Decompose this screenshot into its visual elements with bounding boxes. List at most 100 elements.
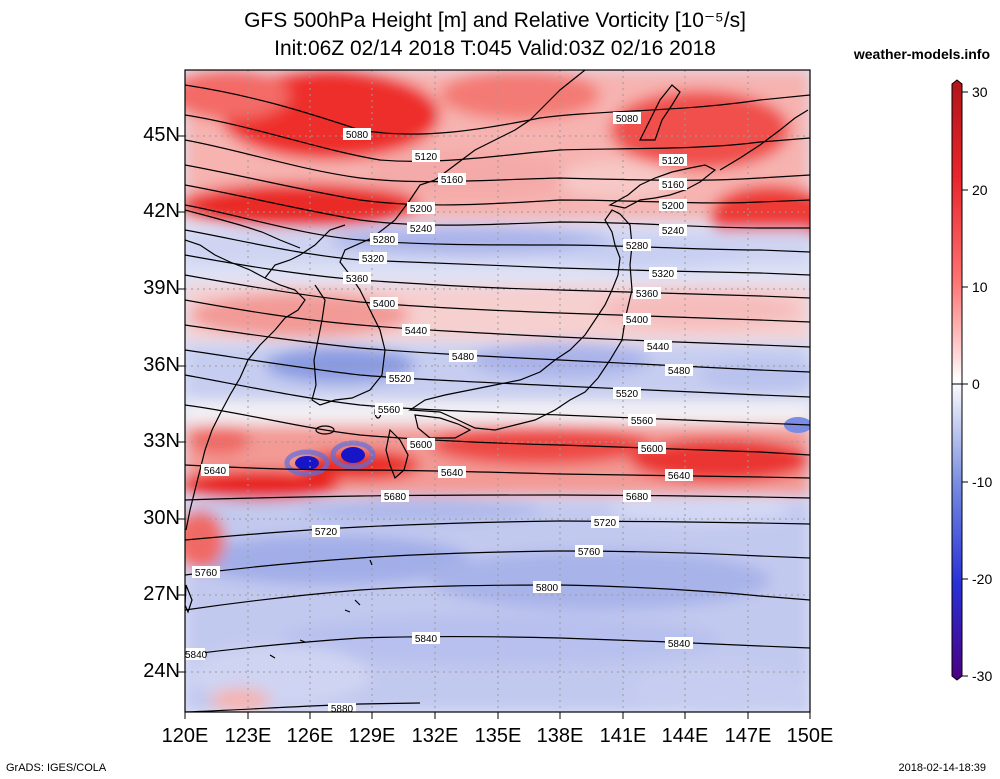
svg-text:5840: 5840 [185, 650, 208, 661]
svg-text:5440: 5440 [647, 342, 670, 353]
vorticity-field [185, 70, 810, 712]
contour-label: 5840 [185, 648, 208, 661]
lat-lon-grid [185, 70, 810, 712]
lon-label: 150E [786, 725, 834, 747]
colorbar-label: -10 [972, 474, 993, 490]
lat-label: 45N [143, 124, 180, 146]
contour-label: 5320 [649, 267, 677, 280]
lon-label: 126E [286, 725, 334, 747]
svg-text:5680: 5680 [626, 492, 649, 503]
contour-label: 5120 [659, 154, 687, 167]
svg-text:5280: 5280 [373, 235, 396, 246]
contour-label: 5760 [575, 545, 603, 558]
colorbar-label: -20 [972, 571, 993, 587]
svg-text:5120: 5120 [415, 152, 438, 163]
svg-text:5200: 5200 [410, 204, 433, 215]
contour-label: 5240 [407, 222, 435, 235]
svg-text:5080: 5080 [616, 114, 639, 125]
colorbar-label: 0 [972, 376, 980, 392]
svg-text:5680: 5680 [384, 492, 407, 503]
contour-label: 5160 [659, 178, 687, 191]
contour-label: 5600 [407, 438, 435, 451]
lat-label: 36N [143, 354, 180, 376]
grads-credit: GrADS: IGES/COLA [6, 762, 107, 774]
contour-label: 5720 [591, 516, 619, 529]
svg-text:5560: 5560 [378, 405, 401, 416]
svg-text:5520: 5520 [616, 389, 639, 400]
contour-label: 5640 [438, 466, 466, 479]
svg-text:5480: 5480 [452, 352, 475, 363]
svg-text:5760: 5760 [195, 568, 218, 579]
colorbar [951, 79, 968, 681]
colorbar-label: 10 [972, 279, 988, 295]
contour-label: 5280 [623, 239, 651, 252]
lon-label: 132E [411, 725, 459, 747]
contour-label: 5480 [665, 364, 693, 377]
contour-label: 5680 [623, 490, 651, 503]
contour-label: 5320 [359, 252, 387, 265]
contour-label: 5680 [381, 490, 409, 503]
lon-label: 120E [161, 725, 209, 747]
svg-text:5440: 5440 [405, 326, 428, 337]
svg-text:5840: 5840 [668, 639, 691, 650]
svg-text:5400: 5400 [626, 315, 649, 326]
coastlines [185, 70, 809, 659]
lon-label: 129E [348, 725, 396, 747]
colorbar-label: -30 [972, 668, 993, 684]
contour-label: 5440 [402, 324, 430, 337]
contour-label: 5280 [370, 233, 398, 246]
lon-label: 141E [599, 725, 647, 747]
svg-text:5280: 5280 [626, 241, 649, 252]
svg-text:5760: 5760 [578, 547, 601, 558]
svg-text:5560: 5560 [631, 416, 654, 427]
contour-label: 5480 [449, 350, 477, 363]
svg-text:5400: 5400 [373, 299, 396, 310]
contour-label: 5360 [633, 287, 661, 300]
svg-text:5080: 5080 [346, 130, 369, 141]
contour-label: 5120 [412, 150, 440, 163]
render-timestamp: 2018-02-14-18:39 [898, 762, 986, 774]
lon-label: 123E [224, 725, 272, 747]
svg-text:5520: 5520 [389, 374, 412, 385]
svg-text:5480: 5480 [668, 366, 691, 377]
contour-label: 5200 [659, 199, 687, 212]
contour-label: 5200 [407, 202, 435, 215]
svg-text:5600: 5600 [641, 444, 664, 455]
lat-label: 27N [143, 583, 180, 605]
svg-text:5320: 5320 [362, 254, 385, 265]
svg-text:5840: 5840 [415, 634, 438, 645]
contour-label: 5520 [613, 387, 641, 400]
contour-label: 5600 [638, 442, 666, 455]
svg-text:5160: 5160 [441, 175, 464, 186]
contour-label: 5880 [328, 703, 356, 715]
contour-label: 5400 [370, 297, 398, 310]
map-title: GFS 500hPa Height [m] and Relative Vorti… [244, 9, 746, 32]
contour-label: 5560 [375, 403, 403, 416]
map-subtitle: Init:06Z 02/14 2018 T:045 Valid:03Z 02/1… [274, 37, 716, 60]
contour-label: 5160 [438, 173, 466, 186]
svg-text:5360: 5360 [346, 274, 369, 285]
contour-label: 5800 [533, 581, 561, 594]
svg-text:5800: 5800 [536, 583, 559, 594]
svg-text:5720: 5720 [315, 527, 338, 538]
svg-text:5240: 5240 [410, 224, 433, 235]
svg-text:5240: 5240 [662, 226, 685, 237]
site-credit: weather-models.info [853, 46, 990, 62]
contour-label: 5400 [623, 313, 651, 326]
lon-label: 147E [724, 725, 772, 747]
svg-text:5640: 5640 [441, 468, 464, 479]
lat-label: 39N [143, 277, 180, 299]
colorbar-label: 30 [972, 84, 988, 100]
lon-label: 144E [661, 725, 709, 747]
contour-labels: 5080 5080 5120 5120 5160 5160 5200 5200 … [185, 112, 693, 715]
contour-label: 5520 [386, 372, 414, 385]
contour-label: 5840 [665, 637, 693, 650]
svg-text:5360: 5360 [636, 289, 659, 300]
svg-text:5320: 5320 [652, 269, 675, 280]
contour-label: 5440 [644, 340, 672, 353]
svg-text:5200: 5200 [662, 201, 685, 212]
axis-ticks [178, 135, 811, 719]
svg-text:5160: 5160 [662, 180, 685, 191]
lon-label: 135E [474, 725, 522, 747]
